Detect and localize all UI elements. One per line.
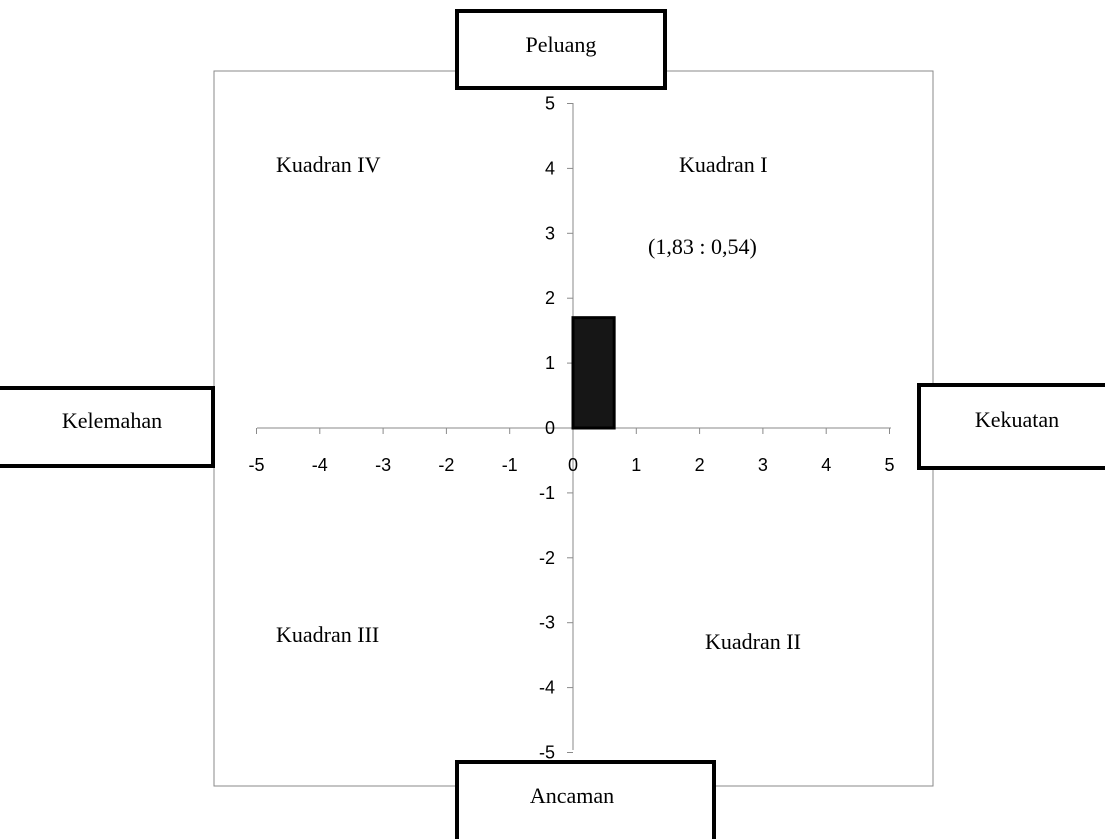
x-tick-label: 1 — [631, 455, 641, 475]
y-tick-label: 4 — [545, 158, 555, 178]
x-tick-label: 4 — [821, 455, 831, 475]
bottom-label: Ancaman — [530, 783, 614, 808]
point-annotation: (1,83 : 0,54) — [648, 234, 757, 259]
top-label-box — [455, 9, 667, 90]
position-bar — [571, 316, 616, 430]
y-tick-label: 1 — [545, 353, 555, 373]
y-tick-label: -5 — [539, 743, 555, 763]
x-tick-label: 0 — [568, 455, 578, 475]
y-tick-label: -3 — [539, 613, 555, 633]
right-label-box — [917, 383, 1105, 470]
x-tick-group: -5 -4 -3 -2 -1 0 1 2 3 4 5 — [248, 428, 895, 475]
y-tick-group: 5 4 3 2 1 0 -1 -2 -3 -4 -5 — [539, 94, 573, 763]
x-tick-label: 2 — [695, 455, 705, 475]
quadrant-label-i: Kuadran I — [679, 152, 768, 177]
left-label: Kelemahan — [62, 408, 162, 433]
x-tick-label: -2 — [438, 455, 454, 475]
left-label-box — [0, 386, 215, 468]
top-label: Peluang — [526, 32, 597, 57]
y-tick-label: 0 — [545, 418, 555, 438]
quadrant-label-iv: Kuadran IV — [276, 152, 381, 177]
y-tick-label: 3 — [545, 223, 555, 243]
x-tick-label: -4 — [312, 455, 328, 475]
right-label: Kekuatan — [975, 407, 1059, 432]
y-tick-label: -4 — [539, 678, 555, 698]
x-tick-label: -1 — [502, 455, 518, 475]
quadrant-label-iii: Kuadran III — [276, 622, 379, 647]
y-tick-label: 5 — [545, 94, 555, 114]
x-tick-label: 5 — [884, 455, 894, 475]
y-tick-label: -2 — [539, 548, 555, 568]
x-tick-label: 3 — [758, 455, 768, 475]
x-tick-label: -3 — [375, 455, 391, 475]
x-tick-label: -5 — [248, 455, 264, 475]
quadrant-label-ii: Kuadran II — [705, 629, 801, 654]
bottom-label-box — [455, 760, 716, 839]
y-tick-label: -1 — [539, 483, 555, 503]
y-tick-label: 2 — [545, 288, 555, 308]
